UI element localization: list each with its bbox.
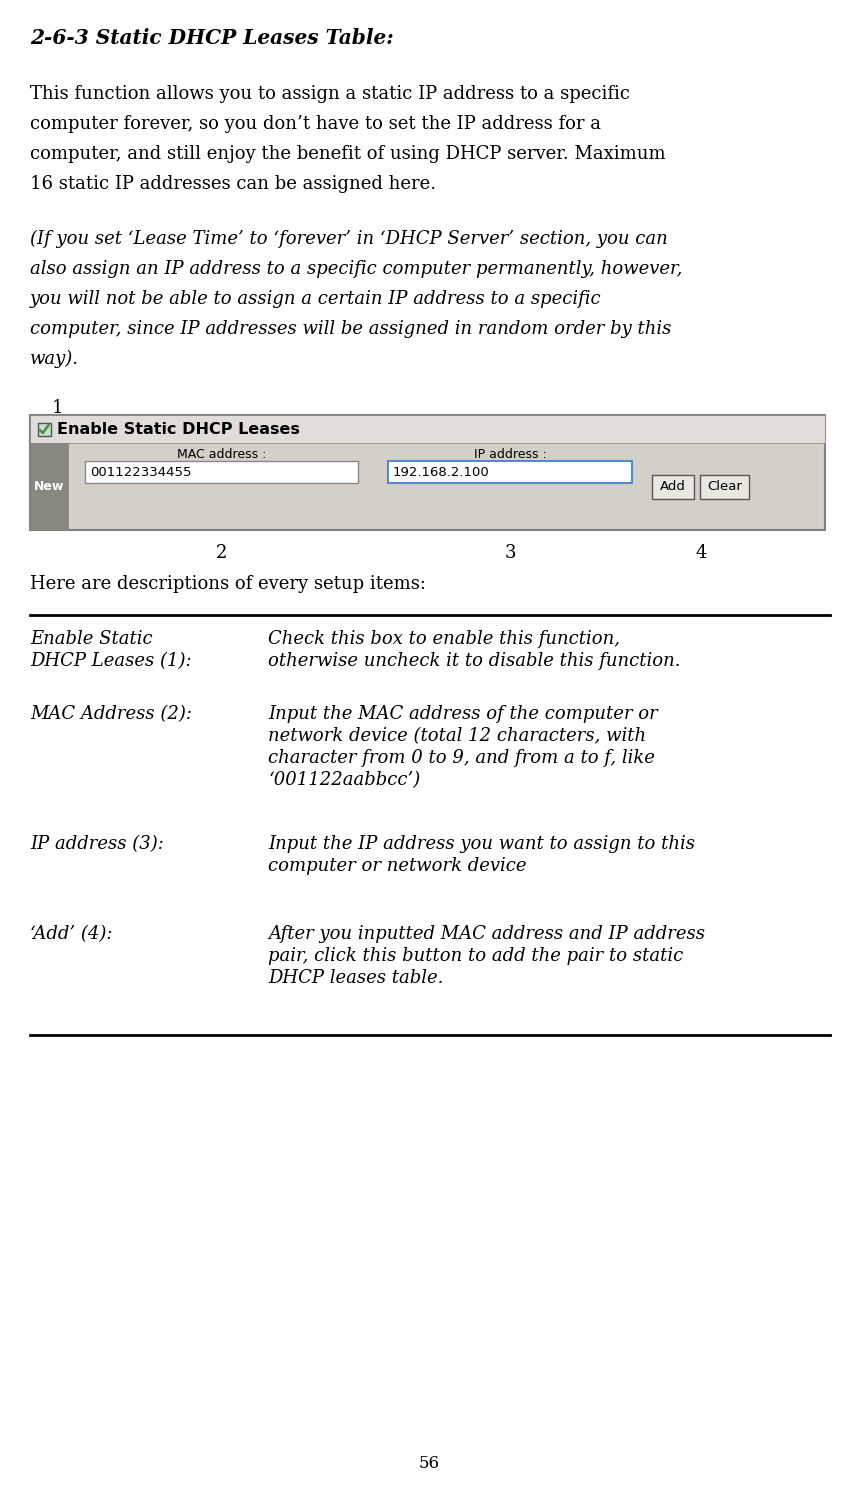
Text: 192.168.2.100: 192.168.2.100	[393, 465, 490, 478]
Bar	[388, 461, 632, 483]
Bar	[86, 461, 358, 483]
Text: MAC address :: MAC address :	[177, 449, 266, 462]
Text: After you inputted MAC address and IP address: After you inputted MAC address and IP ad…	[268, 924, 705, 944]
Text: computer, and still enjoy the benefit of using DHCP server. Maximum: computer, and still enjoy the benefit of…	[29, 146, 665, 163]
Text: also assign an IP address to a specific computer permanently, however,: also assign an IP address to a specific …	[29, 260, 682, 278]
Text: DHCP Leases (1):: DHCP Leases (1):	[29, 652, 191, 670]
Text: 1: 1	[52, 400, 63, 418]
Text: otherwise uncheck it to disable this function.: otherwise uncheck it to disable this fun…	[268, 652, 681, 670]
Text: Input the MAC address of the computer or: Input the MAC address of the computer or	[268, 704, 658, 724]
Text: DHCP leases table.: DHCP leases table.	[268, 969, 444, 987]
Text: pair, click this button to add the pair to static: pair, click this button to add the pair …	[268, 947, 683, 964]
Bar	[29, 443, 67, 531]
Text: This function allows you to assign a static IP address to a specific: This function allows you to assign a sta…	[29, 85, 630, 103]
Text: ‘001122aabbcc’): ‘001122aabbcc’)	[268, 771, 420, 789]
Bar	[29, 415, 825, 443]
Text: Input the IP address you want to assign to this: Input the IP address you want to assign …	[268, 835, 695, 853]
Text: Here are descriptions of every setup items:: Here are descriptions of every setup ite…	[29, 575, 426, 593]
Text: IP address :: IP address :	[473, 449, 547, 462]
Bar	[38, 422, 51, 435]
Bar	[29, 415, 825, 531]
Text: IP address (3):: IP address (3):	[29, 835, 163, 853]
Bar	[700, 474, 749, 498]
Text: 4: 4	[695, 544, 707, 562]
Text: 2-6-3 Static DHCP Leases Table:: 2-6-3 Static DHCP Leases Table:	[29, 28, 394, 48]
Text: you will not be able to assign a certain IP address to a specific: you will not be able to assign a certain…	[29, 290, 601, 308]
Bar	[652, 474, 694, 498]
Text: network device (total 12 characters, with: network device (total 12 characters, wit…	[268, 727, 646, 744]
Text: (If you set ‘Lease Time’ to ‘forever’ in ‘DHCP Server’ section, you can: (If you set ‘Lease Time’ to ‘forever’ in…	[29, 230, 668, 248]
Text: Enable Static: Enable Static	[29, 630, 152, 648]
Text: computer forever, so you don’t have to set the IP address for a: computer forever, so you don’t have to s…	[29, 114, 601, 134]
Text: way).: way).	[29, 351, 79, 369]
Text: Enable Static DHCP Leases: Enable Static DHCP Leases	[56, 422, 299, 437]
Text: Check this box to enable this function,: Check this box to enable this function,	[268, 630, 620, 648]
Text: 001122334455: 001122334455	[91, 465, 192, 478]
Text: character from 0 to 9, and from a to f, like: character from 0 to 9, and from a to f, …	[268, 749, 655, 767]
Text: 3: 3	[504, 544, 516, 562]
Text: New: New	[34, 480, 64, 493]
Text: Clear: Clear	[708, 480, 742, 493]
Text: ‘Add’ (4):: ‘Add’ (4):	[29, 924, 112, 944]
Text: 2: 2	[216, 544, 227, 562]
Text: 16 static IP addresses can be assigned here.: 16 static IP addresses can be assigned h…	[29, 175, 436, 193]
Text: computer or network device: computer or network device	[268, 857, 527, 875]
Text: MAC Address (2):: MAC Address (2):	[29, 704, 192, 724]
Text: Add: Add	[660, 480, 686, 493]
Text: computer, since IP addresses will be assigned in random order by this: computer, since IP addresses will be ass…	[29, 319, 671, 337]
Text: 56: 56	[419, 1455, 440, 1473]
